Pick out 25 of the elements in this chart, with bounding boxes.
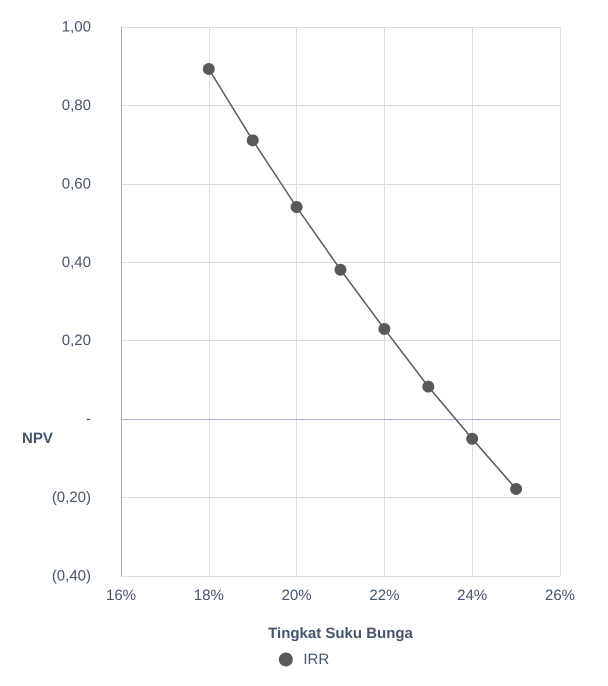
y-tick-label: 0,60 (62, 175, 91, 192)
point (290, 200, 303, 213)
point (466, 432, 478, 445)
y-tick-label: 1,00 (62, 18, 91, 36)
x-axis-title: Tingkat Suku Bunga (268, 625, 414, 642)
point (246, 134, 259, 146)
y-tick-label: - (86, 410, 91, 428)
y-axis-title: NPV (22, 430, 53, 448)
x-tick-label: 26% (544, 587, 576, 604)
y-tick-label: 0,40 (62, 254, 91, 271)
y-tick-label: 0,20 (62, 332, 91, 350)
point (378, 322, 390, 335)
x-tick-label: 24% (457, 587, 488, 604)
y-tick-label: (0,20) (52, 489, 91, 506)
x-tick-label: 22% (369, 587, 400, 604)
legend-label: IRR (303, 651, 330, 668)
x-tick-label: 20% (282, 587, 312, 604)
point (334, 264, 346, 276)
y-tick-label: (0,40) (52, 568, 91, 584)
point (202, 62, 215, 75)
y-tick-label: 0,80 (62, 96, 91, 114)
point (422, 380, 434, 393)
point (510, 482, 522, 495)
x-tick-label: 18% (194, 587, 224, 604)
x-tick-label: 16% (106, 587, 136, 604)
